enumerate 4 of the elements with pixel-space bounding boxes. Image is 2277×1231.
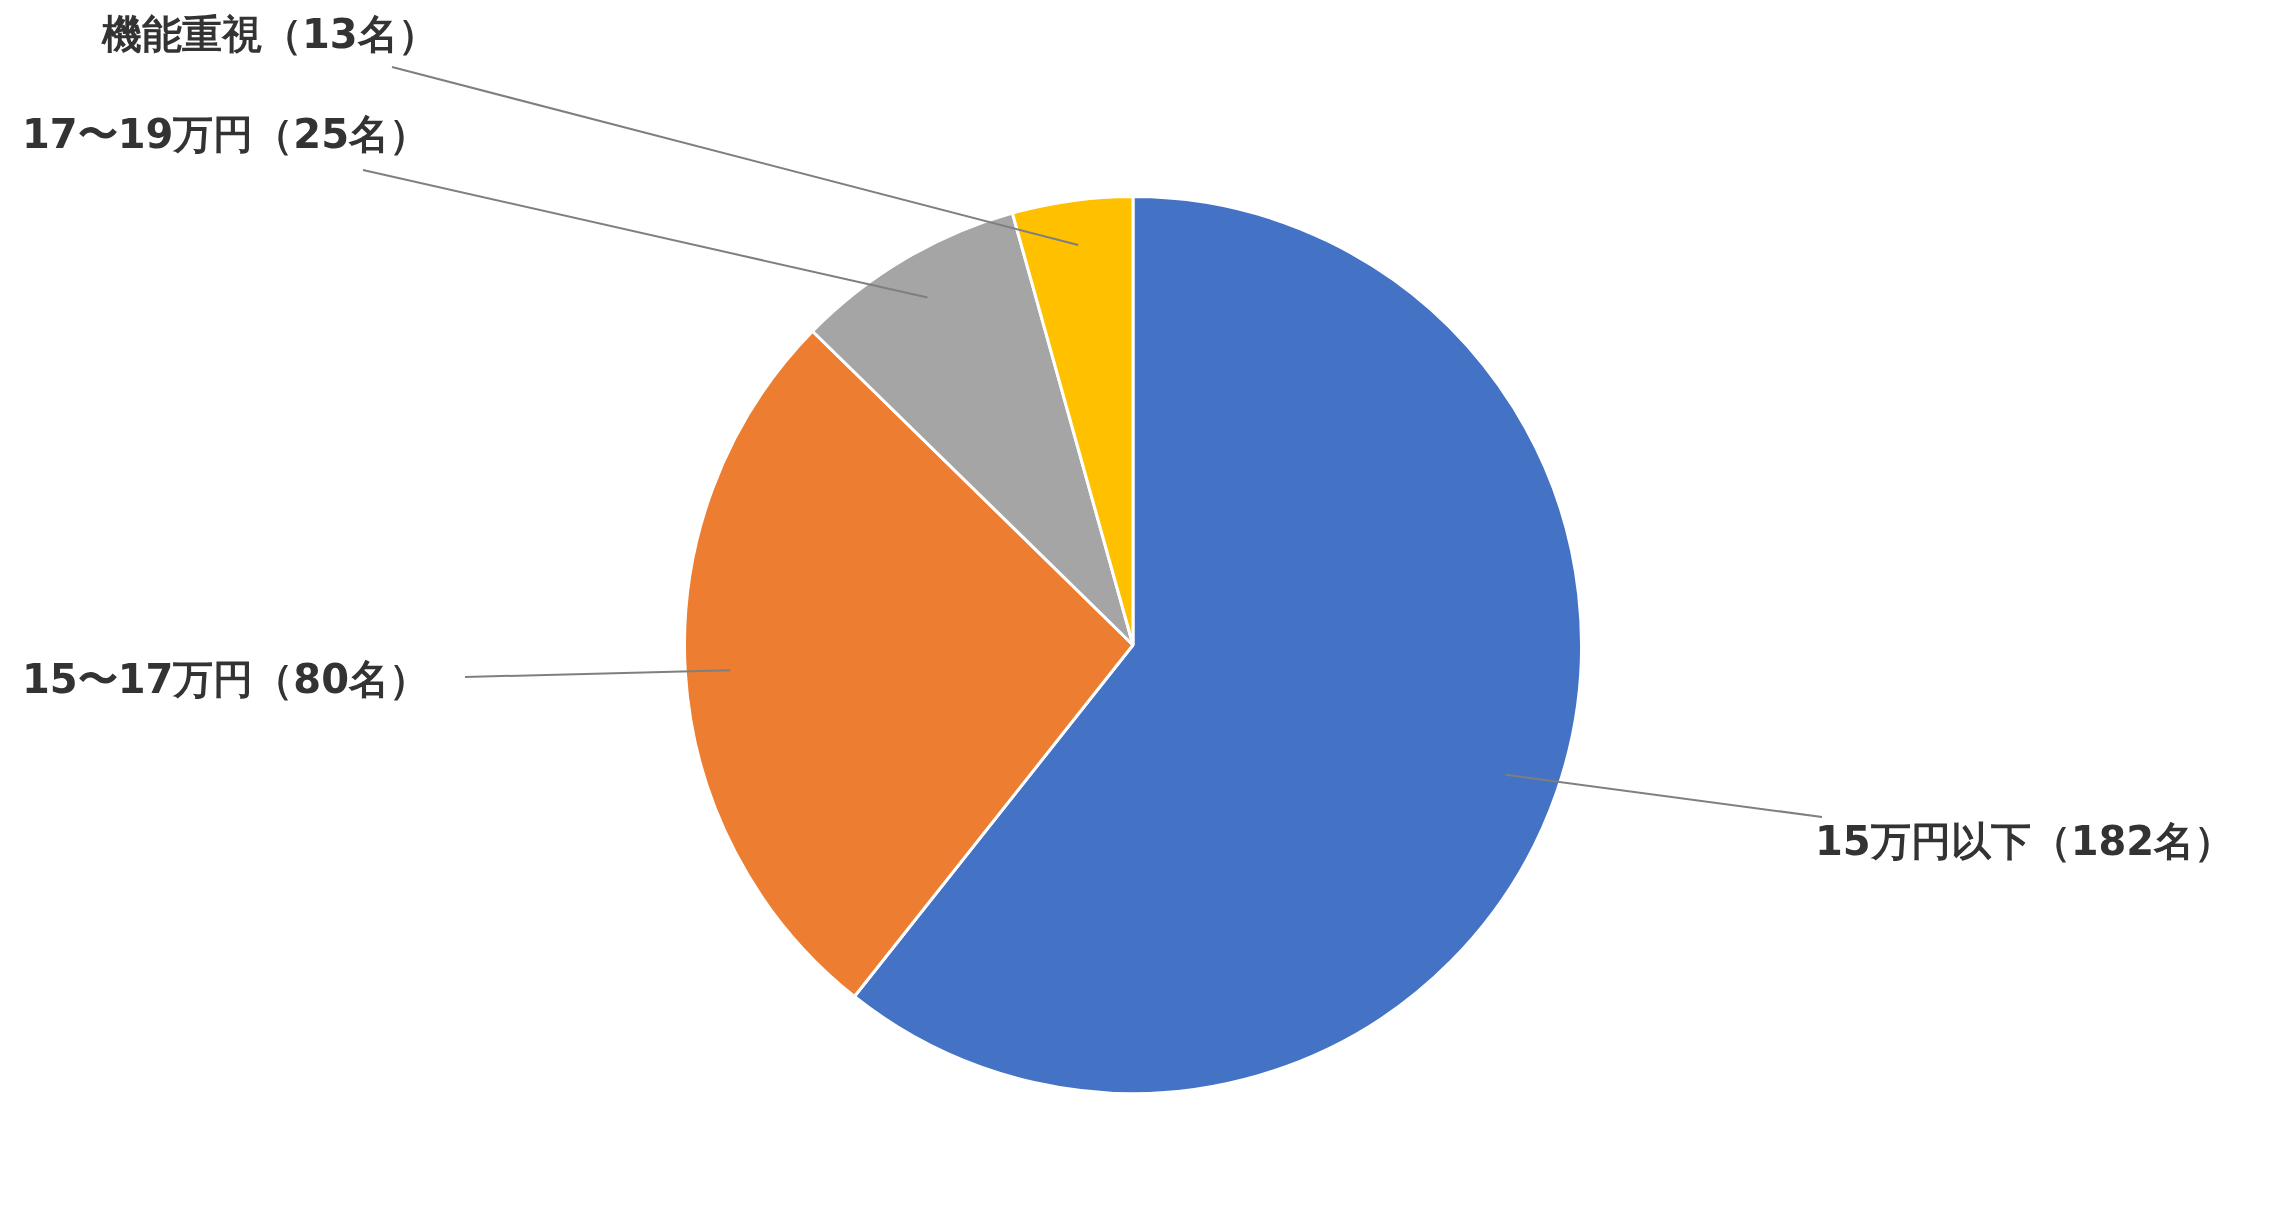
slice-label: 15〜17万円（80名） bbox=[22, 656, 429, 703]
slice-label: 17〜19万円（25名） bbox=[22, 111, 429, 158]
slice-label: 15万円以下（182名） bbox=[1815, 818, 2235, 865]
slice-label: 機能重視（13名） bbox=[101, 11, 438, 58]
